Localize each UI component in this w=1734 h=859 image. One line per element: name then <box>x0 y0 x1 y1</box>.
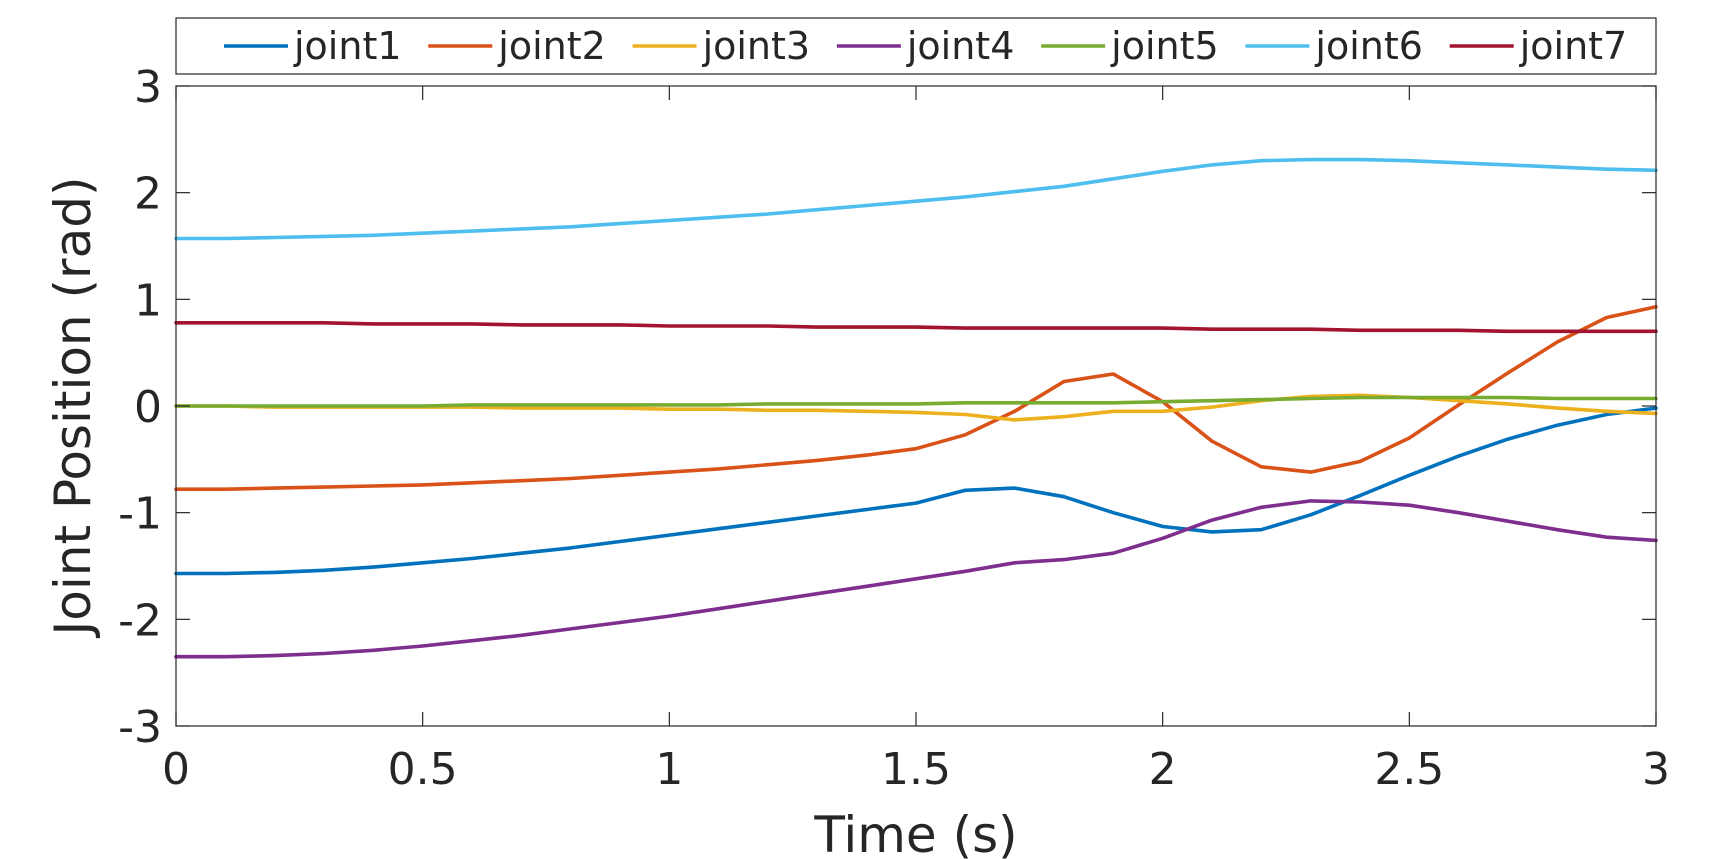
y-axis-title: Joint Position (rad) <box>44 177 102 639</box>
legend-box <box>175 17 1657 75</box>
legend-label-joint3: joint3 <box>702 24 811 68</box>
series-line-joint5 <box>174 395 1658 408</box>
y-tick-label: -1 <box>118 489 162 540</box>
x-tick-label: 1.5 <box>881 744 951 795</box>
legend: joint1 joint2 joint3 joint4 joint5 joint6 join… <box>175 17 1657 75</box>
x-tick-label: 1 <box>655 744 683 795</box>
x-tick-label: 0 <box>162 744 190 795</box>
legend-label-joint2: joint2 <box>497 24 606 68</box>
legend-label-joint5: joint5 <box>1110 24 1219 68</box>
legend-label-joint1: joint1 <box>293 24 402 68</box>
x-tick-label: 0.5 <box>388 744 458 795</box>
series-line-joint7 <box>174 320 1658 334</box>
y-tick-label: -3 <box>118 702 162 753</box>
y-tick-label: 3 <box>134 62 162 113</box>
x-tick-label: 2 <box>1149 744 1177 795</box>
series-line-joint1 <box>174 406 1658 576</box>
y-tick-label: 2 <box>134 169 162 220</box>
y-tick-label: 1 <box>134 275 162 326</box>
legend-label-joint6: joint6 <box>1314 24 1423 68</box>
series-line-joint2 <box>174 304 1658 492</box>
x-axis-ticks: 0 0.5 1 1.5 2 2.5 3 <box>162 86 1670 795</box>
x-tick-label: 2.5 <box>1374 744 1444 795</box>
x-tick-label: 3 <box>1642 744 1670 795</box>
y-tick-label: -2 <box>118 595 162 646</box>
series-line-joint6 <box>174 157 1658 241</box>
x-axis-title: Time (s) <box>813 806 1017 859</box>
legend-label-joint7: joint7 <box>1519 24 1628 68</box>
series-layer <box>174 157 1658 659</box>
y-axis-ticks: -3 -2 -1 0 1 2 3 <box>118 62 1656 753</box>
series-line-joint4 <box>174 499 1658 659</box>
y-tick-label: 0 <box>134 382 162 433</box>
legend-label-joint4: joint4 <box>906 24 1015 68</box>
